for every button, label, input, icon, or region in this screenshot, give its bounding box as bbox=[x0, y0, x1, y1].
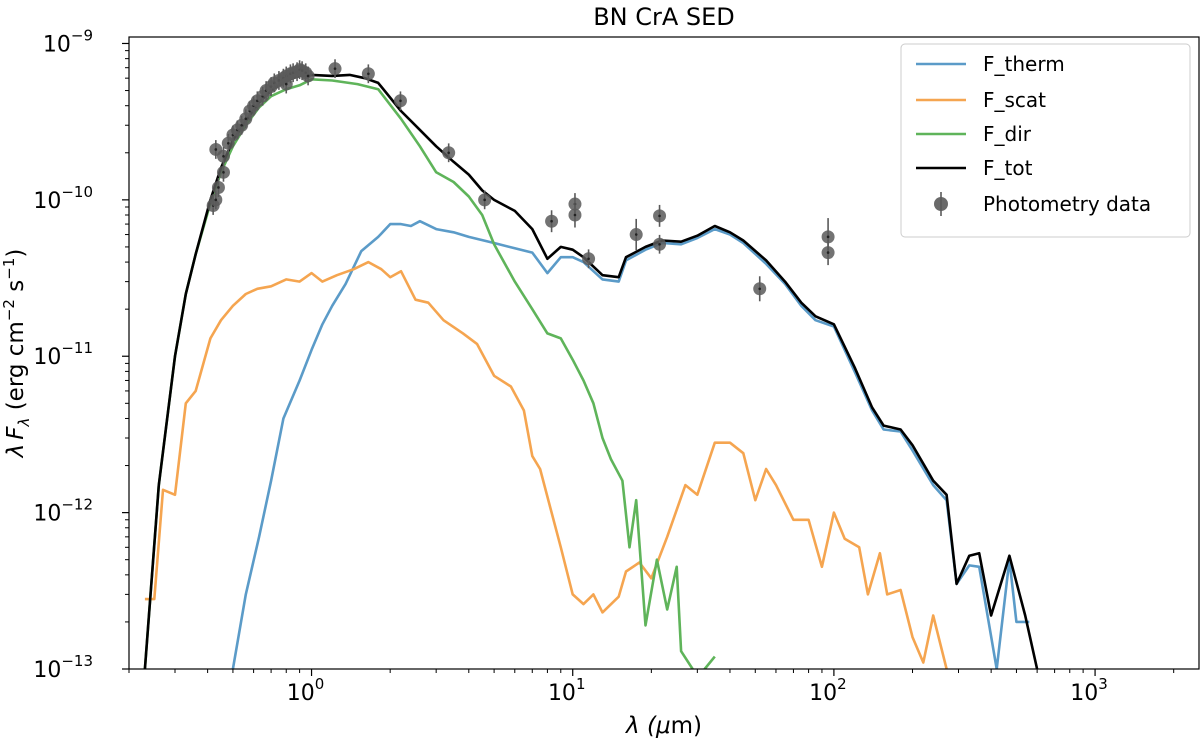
photometry-point bbox=[582, 249, 596, 269]
x-tick-label: 103 bbox=[1070, 675, 1108, 706]
x-tick-label: 102 bbox=[809, 675, 847, 706]
photometry-center bbox=[550, 219, 553, 223]
photometry-center bbox=[222, 154, 225, 158]
photometry-point bbox=[753, 276, 767, 302]
photometry-center bbox=[399, 99, 402, 103]
photometry-center bbox=[214, 148, 218, 151]
photometry-point bbox=[653, 204, 667, 227]
series-line-f-dir bbox=[143, 78, 716, 669]
legend-marker-photometry bbox=[934, 197, 948, 211]
photometry-center bbox=[826, 251, 830, 254]
photometry-point bbox=[393, 91, 407, 111]
photometry-point bbox=[442, 143, 456, 163]
photometry-point bbox=[216, 146, 230, 166]
photometry-center bbox=[634, 233, 638, 236]
legend-label-scat: F_scat bbox=[983, 88, 1046, 112]
photometry-point bbox=[653, 234, 667, 254]
photometry-point bbox=[211, 178, 225, 197]
photometry-center bbox=[658, 242, 661, 246]
x-axis-title: λ (μm) bbox=[624, 713, 702, 739]
photometry-point bbox=[545, 210, 559, 233]
photometry-center bbox=[222, 171, 225, 174]
photometry-point bbox=[568, 202, 582, 228]
photometry-point bbox=[478, 190, 492, 210]
photometry-center bbox=[826, 235, 830, 239]
photometry-center bbox=[227, 141, 230, 145]
photometry-center bbox=[758, 287, 762, 291]
photometry-center bbox=[658, 214, 661, 218]
ticks-layer: 100 101 102 103 10−13 10−12 10−11 10−10 10−9 bbox=[33, 26, 1175, 706]
series-line-f-therm bbox=[231, 219, 1030, 669]
photometry-center bbox=[447, 151, 450, 155]
photometry-center bbox=[483, 198, 486, 202]
photometry-center bbox=[367, 72, 370, 76]
x-tick-label: 101 bbox=[548, 675, 586, 706]
photometry-point bbox=[361, 64, 375, 84]
y-tick-label: 10−13 bbox=[33, 652, 93, 683]
chart-title: BN CrA SED bbox=[593, 3, 735, 31]
photometry-point bbox=[328, 59, 342, 79]
photometry-center bbox=[573, 213, 577, 217]
y-axis-title: λFλ (erg cm−2 s−1) bbox=[0, 249, 33, 460]
legend-label-therm: F_therm bbox=[983, 52, 1065, 76]
photometry-point bbox=[821, 240, 835, 266]
photometry-point bbox=[301, 66, 315, 86]
photometry-point bbox=[629, 218, 643, 251]
photometry-point bbox=[279, 74, 293, 94]
photometry-center bbox=[214, 198, 218, 202]
legend-box bbox=[900, 43, 1191, 238]
x-tick-label: 100 bbox=[287, 675, 325, 706]
photometry-layer bbox=[206, 59, 835, 302]
series-line-f-scat bbox=[144, 260, 948, 669]
legend-label-tot: F_tot bbox=[983, 156, 1033, 180]
y-tick-label: 10−11 bbox=[33, 339, 93, 370]
y-tick-label: 10−10 bbox=[33, 183, 93, 214]
photometry-center bbox=[333, 67, 337, 70]
legend-label-dir: F_dir bbox=[983, 122, 1032, 146]
photometry-center bbox=[587, 257, 590, 261]
photometry-center bbox=[244, 117, 248, 121]
plot-area-frame bbox=[128, 36, 1200, 670]
photometry-center bbox=[240, 123, 243, 127]
legend: F_therm F_scat F_dir F_tot Photometry da… bbox=[900, 43, 1191, 238]
photometry-point bbox=[216, 162, 230, 182]
photometry-center bbox=[217, 186, 220, 189]
legend-label-photometry: Photometry data bbox=[983, 192, 1151, 216]
y-tick-label: 10−9 bbox=[43, 26, 93, 57]
y-tick-label: 10−12 bbox=[33, 496, 93, 527]
photometry-center bbox=[306, 74, 310, 78]
photometry-center bbox=[284, 82, 288, 86]
